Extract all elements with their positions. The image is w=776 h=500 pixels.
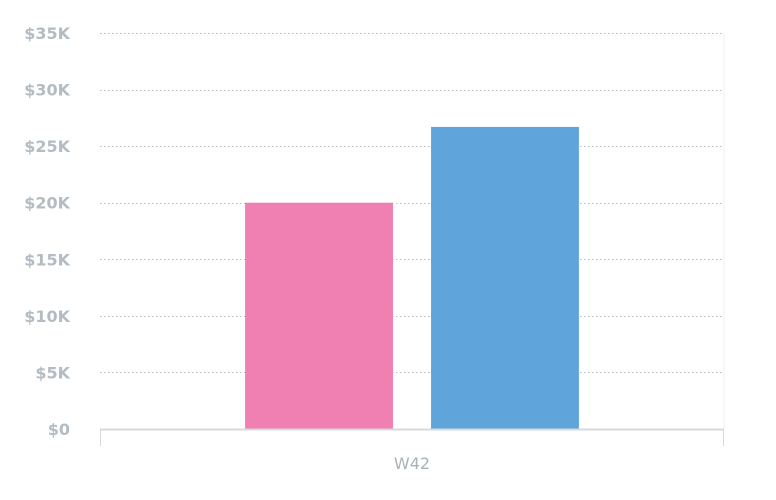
axes <box>100 428 724 446</box>
bar-series-1 <box>245 202 393 429</box>
bar-series-2 <box>431 126 579 429</box>
y-tick-label: $0 <box>48 420 70 439</box>
y-tick-label: $15K <box>24 250 70 269</box>
y-tick-label: $5K <box>35 363 70 382</box>
y-tick-label: $35K <box>24 24 70 43</box>
x-axis-category-labels: W42 <box>394 454 430 473</box>
y-tick-label: $30K <box>24 81 70 100</box>
y-tick-label: $20K <box>24 194 70 213</box>
bars <box>245 126 579 429</box>
y-tick-label: $25K <box>24 137 70 156</box>
x-category-label: W42 <box>394 454 430 473</box>
y-tick-label: $10K <box>24 307 70 326</box>
y-axis-tick-labels: $0 $5K $10K $15K $20K $25K $30K $35K <box>24 24 70 439</box>
gridlines <box>100 33 725 429</box>
